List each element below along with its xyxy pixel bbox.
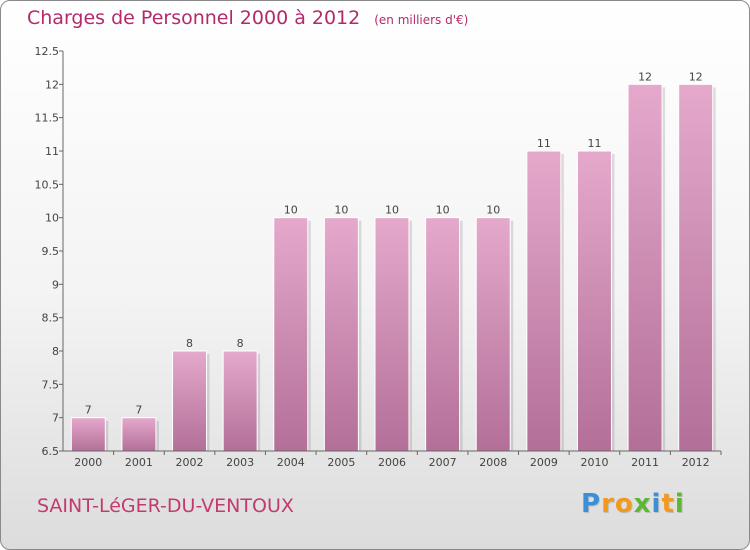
x-tick-label: 2008: [479, 456, 507, 469]
x-tick-label: 2006: [378, 456, 406, 469]
bar: [70, 417, 106, 452]
bar: [576, 150, 612, 452]
logo-letter: i: [651, 489, 662, 519]
logo-letter: t: [661, 489, 675, 519]
y-tick-label: 11.5: [35, 112, 60, 125]
logo-letter: o: [614, 489, 634, 519]
data-label: 10: [385, 204, 399, 217]
x-tick-label: 2011: [631, 456, 659, 469]
y-tick-label: 9: [52, 278, 59, 291]
axes-group: 2000 2001 2002 2003 2004 2005 2006 2007 2008 2009…: [35, 45, 722, 469]
x-tick-label: 2007: [429, 456, 457, 469]
y-tick-label: 9.5: [42, 245, 60, 258]
x-tick-label: 2001: [125, 456, 153, 469]
x-tick-label: 2003: [226, 456, 254, 469]
data-label: 7: [85, 404, 92, 417]
data-label: 12: [689, 70, 703, 83]
y-tick-label: 12: [45, 78, 59, 91]
data-label: 10: [334, 204, 348, 217]
bar: [172, 350, 208, 452]
chart-title-text: Charges de Personnel 2000 à 2012: [27, 7, 361, 29]
data-label: 10: [436, 204, 450, 217]
logo-letter: P: [581, 489, 602, 519]
bar: [323, 217, 359, 452]
y-tick-label: 8: [52, 345, 59, 358]
bar: [678, 83, 714, 452]
y-tick-label: 8.5: [42, 312, 60, 325]
x-tick-label: 2004: [277, 456, 305, 469]
data-label: 12: [638, 70, 652, 83]
commune-name: SAINT-LéGER-DU-VENTOUX: [37, 495, 294, 517]
logo-letter: r: [601, 489, 615, 519]
y-tick-label: 11: [45, 145, 59, 158]
data-label: 11: [587, 137, 601, 150]
logo-letter: x: [633, 489, 652, 519]
logo-letter: i: [674, 489, 685, 519]
data-label: 11: [537, 137, 551, 150]
x-tick-label: 2002: [176, 456, 204, 469]
y-tick-label: 10.5: [35, 178, 60, 191]
y-tick-label: 6.5: [42, 445, 60, 458]
data-label: 7: [135, 404, 142, 417]
chart-title: Charges de Personnel 2000 à 2012 (en mill…: [27, 7, 468, 29]
x-tick-label: 2005: [327, 456, 355, 469]
bar: [425, 217, 461, 452]
x-tick-label: 2010: [580, 456, 608, 469]
data-label: 10: [284, 204, 298, 217]
chart-subtitle: (en milliers d'€): [374, 13, 469, 27]
data-label: 8: [237, 337, 244, 350]
y-tick-label: 10: [45, 212, 59, 225]
bars-group: 7 7 8 8 10 10 10 10 10 11 11 12 12: [70, 70, 716, 452]
bar: [526, 150, 562, 452]
y-tick-label: 7: [52, 412, 59, 425]
y-tick-label: 12.5: [35, 45, 60, 58]
data-label: 10: [486, 204, 500, 217]
bar: [475, 217, 511, 452]
bar: [273, 217, 309, 452]
bar: [121, 417, 157, 452]
bar: [627, 83, 663, 452]
bar: [222, 350, 258, 452]
x-tick-label: 2009: [530, 456, 558, 469]
proxiti-logo: Proxiti: [581, 489, 685, 519]
x-tick-label: 2000: [74, 456, 102, 469]
data-label: 8: [186, 337, 193, 350]
bar: [374, 217, 410, 452]
y-tick-label: 7.5: [42, 378, 60, 391]
x-tick-label: 2012: [682, 456, 710, 469]
